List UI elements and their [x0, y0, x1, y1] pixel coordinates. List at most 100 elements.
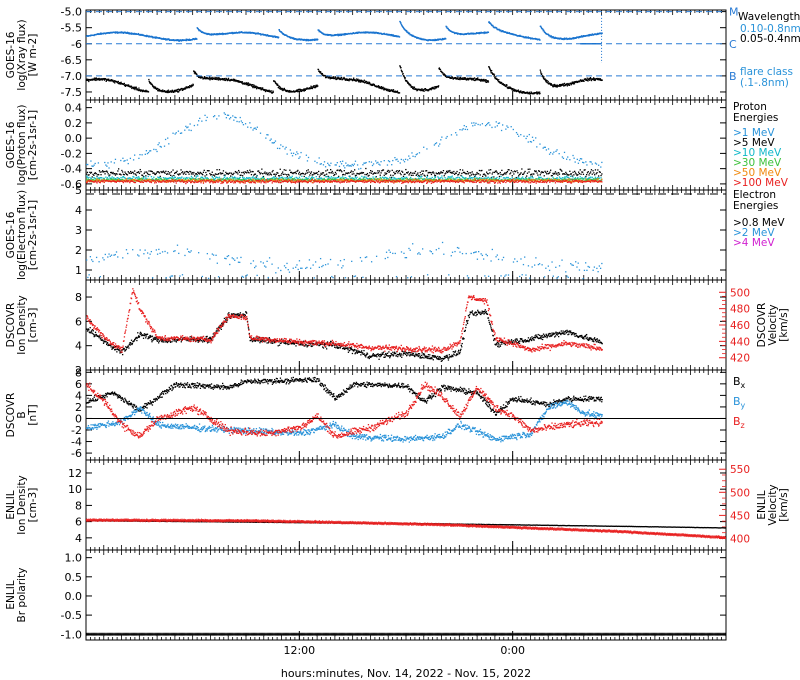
legend-entry: >5 MeV — [733, 137, 775, 149]
y-tick-label: -0.6 — [61, 178, 82, 191]
y-tick-label: -2 — [71, 424, 82, 437]
right-tick-label: 460 — [730, 320, 750, 332]
y-tick-label: 8 — [75, 499, 82, 512]
right-tick-label: 440 — [730, 336, 750, 348]
legend-entry: >30 MeV — [733, 157, 782, 169]
panel-frame — [85, 189, 727, 281]
legend-entry: >1 MeV — [733, 127, 775, 139]
panel-enlil_density: 4 6 8 10 12 ENLIL Ion Density [cm-3] 400 450 500 55… — [5, 459, 790, 551]
y-tick-label: -5.0 — [61, 6, 82, 19]
y-tick-label: 5 — [75, 184, 82, 197]
plot-area — [86, 632, 726, 636]
series-Bx — [86, 376, 603, 416]
legend-entry: >0.8 MeV — [733, 217, 785, 229]
right-tick-label: 400 — [730, 533, 750, 545]
y-tick-label: 0 — [75, 412, 82, 425]
legend-entry: >2 MeV — [733, 227, 775, 239]
x-ticks — [85, 190, 727, 280]
svg-text:log(Xray flux): log(Xray flux) — [16, 19, 28, 90]
y-tick-label: 2 — [75, 364, 82, 377]
series-density — [86, 309, 603, 362]
y-tick-label: -5.5 — [61, 22, 82, 35]
y-tick-label: -7.5 — [61, 86, 82, 99]
y-tick-label: 0.0 — [65, 132, 83, 145]
panel-dscovr_density: 2 4 6 8 DSCOVR Ion Density [cm-3] 420 440 460 480 5… — [5, 279, 790, 377]
y-tick-label: 1 — [75, 264, 82, 277]
flare-level-label: B — [729, 70, 737, 83]
legend-entry: Bx — [733, 375, 746, 390]
series->2 MeV — [86, 241, 603, 280]
x-ticks — [85, 280, 727, 370]
y-tick-label: 4 — [75, 389, 82, 402]
y-tick-label: 4 — [75, 532, 82, 545]
y-tick-label: -0.2 — [61, 147, 82, 160]
y-tick-label: 10 — [68, 483, 82, 496]
panel-proton: 0.4 0.2 0.0 -0.2 -0.4 -0.6 GOES-16 log(Proton f… — [5, 99, 789, 191]
legend-entry: (.1-.8nm) — [740, 77, 789, 89]
y-tick-label: -6.5 — [61, 54, 82, 67]
y-tick-label: 6 — [75, 516, 82, 529]
y-tick-label: -6 — [71, 38, 82, 51]
y-tick-label: 4 — [75, 204, 82, 217]
plot-area — [86, 112, 603, 185]
y-axis-label: GOES-16 log(Proton flux) [cm-2s-1sr-1] — [5, 105, 39, 186]
y-tick-label: 2 — [75, 244, 82, 257]
y-tick-label: 6 — [75, 315, 82, 328]
y-tick-label: 0.2 — [65, 117, 83, 130]
y-tick-label: 0.5 — [65, 571, 83, 584]
legend-entry: 0.10-0.8nm — [740, 23, 800, 35]
series->5 MeV — [86, 167, 603, 179]
y-tick-label: 2 — [75, 401, 82, 414]
y-axis-label: ENLIL Ion Density [cm-3] — [5, 475, 39, 534]
right-axis-label: DSCOVR Velocity [km/s] — [756, 303, 790, 348]
panel-frame — [85, 279, 727, 371]
y-tick-label: 8 — [75, 366, 82, 379]
legend-entry: >50 MeV — [733, 167, 782, 179]
right-tick-label: 420 — [730, 353, 750, 365]
svg-text:[W m-2]: [W m-2] — [27, 34, 39, 77]
y-tick-label: 8 — [75, 291, 82, 304]
y-tick-label: -7.0 — [61, 70, 82, 83]
legend-entry: By — [733, 395, 746, 410]
y-tick-label: -4 — [71, 436, 82, 449]
y-axis-label: DSCOVR Ion Density [cm-3] — [5, 295, 39, 354]
legend: Bx By Bz — [733, 375, 746, 430]
panel-frame — [85, 369, 727, 461]
legend-entry: Wavelength — [738, 11, 800, 23]
x-ticks — [85, 460, 727, 550]
y-tick-label: 0.0 — [65, 590, 83, 603]
y-tick-label: 6 — [75, 378, 82, 391]
y-tick-label: 0.4 — [65, 102, 83, 115]
flare-level-label: C — [729, 38, 737, 51]
panel-xray: -5.0 -5.5 -6 -6.5 -7.0 -7.5 GOES-16 log(Xray fl… — [5, 6, 800, 101]
x-ticks — [85, 10, 727, 100]
right-tick-label: 550 — [730, 464, 750, 476]
legend-entry: >4 MeV — [733, 237, 775, 249]
panel-frame — [85, 9, 727, 101]
flare-level-label: M — [729, 6, 739, 19]
y-tick-label: -0.5 — [61, 609, 82, 622]
plot-area — [86, 518, 726, 540]
y-tick-label: -6 — [71, 447, 82, 460]
plot-area — [86, 288, 603, 362]
y-tick-label: 12 — [68, 467, 82, 480]
x-axis-title: hours:minutes, Nov. 14, 2022 - Nov. 15, … — [281, 667, 531, 680]
series-Bz — [86, 381, 603, 439]
legend-entry: flare class — [740, 66, 793, 78]
x-ticks — [85, 370, 727, 460]
plot-area — [86, 14, 603, 95]
legend-entry: Bz — [733, 415, 745, 430]
plot-area — [86, 241, 603, 280]
series->1 MeV — [86, 112, 603, 170]
right-tick-label: 480 — [730, 304, 750, 316]
x-tick-label: 12:00 — [283, 644, 315, 657]
y-axis-label: GOES-16 log(Xray flux) [W m-2] — [5, 19, 39, 90]
series-velocity — [86, 518, 726, 540]
y-axis-label: DSCOVR B [nT] — [5, 393, 39, 438]
y-tick-label: 4 — [75, 340, 82, 353]
y-tick-label: -1.0 — [61, 628, 82, 641]
